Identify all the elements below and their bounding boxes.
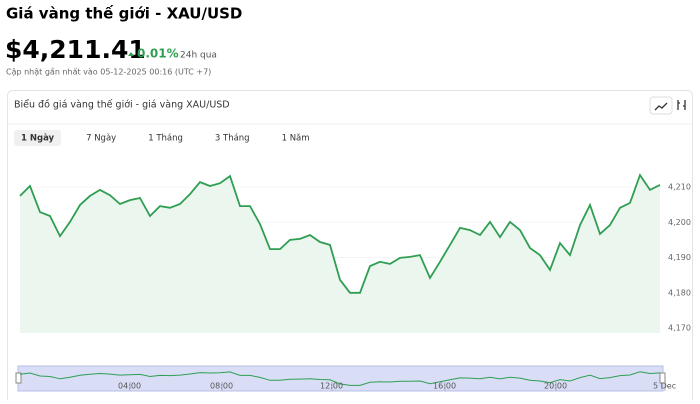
navigator-handle[interactable] xyxy=(659,372,666,384)
tab-label: 1 Năm xyxy=(282,134,310,144)
navigator-line xyxy=(19,371,661,386)
price: $4,211.41 xyxy=(5,35,146,64)
area xyxy=(20,175,660,333)
candle-button[interactable] xyxy=(677,100,686,110)
y-tick-label: 4,210 xyxy=(668,183,691,192)
x-tick-label: 04:00 xyxy=(118,382,141,391)
navigator-handle[interactable] xyxy=(15,372,22,384)
tab-label: 1 Ngày xyxy=(21,134,55,144)
x-tick-label: 5 Dec xyxy=(653,382,676,391)
tab-label: 7 Ngày xyxy=(86,134,116,144)
updated: Cập nhật gần nhất vào 05-12-2025 00:16 (… xyxy=(6,67,211,78)
y-tick-label: 4,190 xyxy=(668,253,691,262)
up-icon xyxy=(128,52,134,56)
tab-label: 1 Tháng xyxy=(148,134,183,144)
x-tick-label: 20:00 xyxy=(544,382,567,391)
tab-label: 3 Tháng xyxy=(215,134,250,144)
x-tick-label: 16:00 xyxy=(433,382,456,391)
x-tick-label: 08:00 xyxy=(210,382,233,391)
y-tick-label: 4,170 xyxy=(668,324,691,333)
price-line xyxy=(19,173,661,294)
tab[interactable] xyxy=(14,130,62,146)
x-tick-label: 12:00 xyxy=(320,382,343,391)
change: 0.01% xyxy=(137,47,179,61)
y-tick-label: 4,200 xyxy=(668,218,691,227)
period: 24h qua xyxy=(180,51,217,61)
line-view-button[interactable] xyxy=(649,96,673,115)
line-icon xyxy=(654,102,668,111)
card-title: Biểu đồ giá vàng thế giới - giá vàng XAU… xyxy=(14,100,230,111)
title: Giá vàng thế giới - XAU/USD xyxy=(6,4,242,23)
y-tick-label: 4,180 xyxy=(668,288,691,297)
